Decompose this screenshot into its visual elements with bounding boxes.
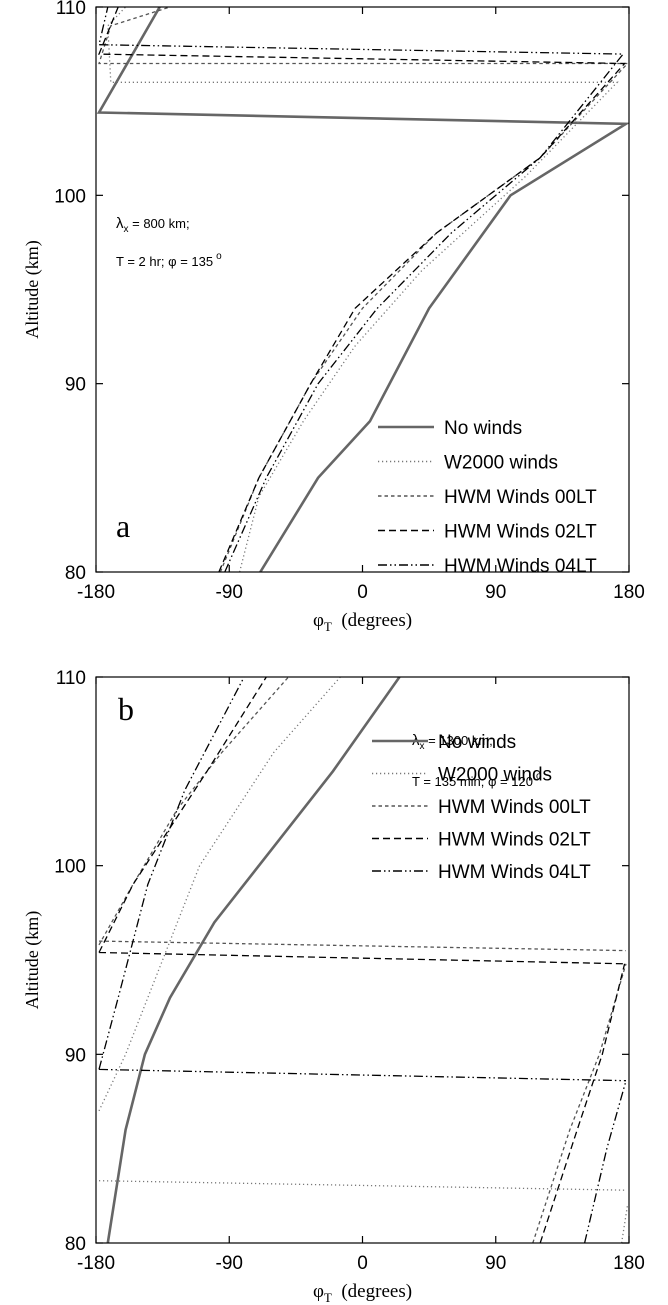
plot-frame bbox=[95, 676, 630, 1244]
x-tick-label: 90 bbox=[485, 582, 506, 603]
x-axis-unit: (degrees) bbox=[332, 1281, 412, 1302]
annotation-period: T = 135 min; φ = 120 o bbox=[412, 771, 542, 789]
lambda-subscript: x bbox=[124, 224, 129, 235]
lambda-text: = 800 km; bbox=[129, 216, 190, 231]
x-tick-label: -90 bbox=[216, 582, 243, 603]
series-line-w2000-winds bbox=[98, 677, 629, 1243]
x-tick-label: 180 bbox=[613, 1253, 645, 1274]
legend: No winds W2000 winds HWM Winds 00LT HWM Win… bbox=[378, 418, 597, 577]
panel-a: -180 -90 0 90 180 80 90 100 110 Altitude (km) φT (… bbox=[22, 0, 645, 634]
legend-label: W2000 winds bbox=[444, 453, 558, 474]
lambda-text: = 1300 km; bbox=[425, 733, 493, 748]
legend-label: HWM Winds 02LT bbox=[444, 522, 597, 543]
annotation-period: T = 2 hr; φ = 135 o bbox=[116, 251, 222, 269]
series-line-no-winds bbox=[96, 7, 629, 572]
legend-label: W2000 winds bbox=[438, 765, 552, 786]
x-tick-label: -180 bbox=[77, 1253, 115, 1274]
x-tick-label: -180 bbox=[77, 582, 115, 603]
y-tick-label: 100 bbox=[54, 186, 86, 207]
legend-label: HWM Winds 00LT bbox=[438, 797, 591, 818]
y-tick-label: 80 bbox=[65, 1234, 86, 1255]
y-tick-label: 90 bbox=[65, 375, 86, 396]
x-tick-label: 180 bbox=[613, 582, 645, 603]
legend-label: No winds bbox=[444, 418, 522, 439]
series-line-no-winds bbox=[106, 677, 401, 1243]
legend-label: HWM Winds 00LT bbox=[444, 487, 597, 508]
degree-superscript: o bbox=[216, 251, 222, 262]
x-tick-label: 0 bbox=[357, 582, 368, 603]
x-axis-label: φT (degrees) bbox=[313, 610, 412, 634]
legend: No winds W2000 winds HWM Winds 00LT HWM Win… bbox=[372, 732, 591, 883]
degree-superscript: o bbox=[536, 771, 542, 782]
y-axis-label: Altitude (km) bbox=[22, 911, 43, 1009]
panel-letter: a bbox=[116, 508, 130, 544]
lambda-subscript: x bbox=[420, 741, 425, 752]
y-tick-label: 80 bbox=[65, 563, 86, 584]
x-axis-symbol: φ bbox=[313, 610, 324, 631]
x-axis-label: φT (degrees) bbox=[313, 1281, 412, 1305]
series-line-hwm-winds-02lt bbox=[98, 677, 626, 1243]
x-tick-label: 0 bbox=[357, 1253, 368, 1274]
period-text: T = 2 hr; φ = 135 bbox=[116, 254, 213, 269]
y-tick-label: 110 bbox=[56, 668, 86, 689]
x-axis-subscript: T bbox=[324, 1290, 332, 1305]
legend-label: HWM Winds 04LT bbox=[444, 556, 597, 577]
y-tick-label: 100 bbox=[54, 857, 86, 878]
x-tick-label: -90 bbox=[216, 1253, 243, 1274]
period-text: T = 135 min; φ = 120 bbox=[412, 774, 533, 789]
series-line-hwm-winds-04lt bbox=[98, 677, 627, 1243]
legend-label: No winds bbox=[438, 732, 516, 753]
x-axis-symbol: φ bbox=[313, 1281, 324, 1302]
annotation-wavelength: λx = 800 km; bbox=[116, 215, 190, 235]
y-tick-label: 90 bbox=[65, 1045, 86, 1066]
panel-letter: b bbox=[118, 691, 134, 727]
series-line-hwm-winds-00lt bbox=[98, 677, 627, 1243]
lambda-symbol: λ bbox=[116, 215, 124, 232]
x-axis-unit: (degrees) bbox=[332, 610, 412, 631]
y-tick-label: 110 bbox=[56, 0, 86, 19]
series-line-hwm-winds-02lt bbox=[98, 7, 627, 572]
x-tick-label: 90 bbox=[485, 1253, 506, 1274]
legend-label: HWM Winds 04LT bbox=[438, 862, 591, 883]
series-line-hwm-winds-04lt bbox=[98, 7, 625, 572]
legend-label: HWM Winds 02LT bbox=[438, 830, 591, 851]
y-axis-label: Altitude (km) bbox=[22, 240, 43, 338]
x-axis-subscript: T bbox=[324, 619, 332, 634]
panel-b: -180 -90 0 90 180 80 90 100 110 Altitude (km) φT (… bbox=[22, 668, 645, 1305]
